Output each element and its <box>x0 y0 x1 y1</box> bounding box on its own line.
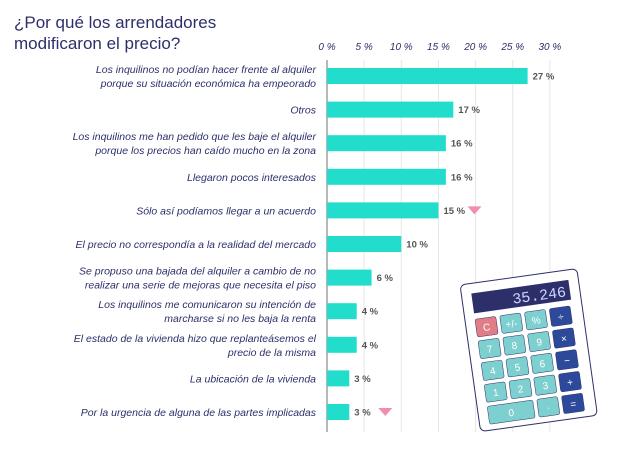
bar <box>327 336 357 353</box>
bar <box>327 68 528 84</box>
tick-label: 15 % <box>427 42 450 53</box>
category-label: Se propuso una bajada del alquiler a cam… <box>79 266 316 278</box>
bar <box>327 269 372 286</box>
bar <box>327 404 350 420</box>
value-label: 6 % <box>377 273 394 284</box>
tick-label: 10 % <box>390 42 413 53</box>
svg-text:+: + <box>567 377 574 389</box>
tick-label: 0 % <box>318 42 335 53</box>
value-label: 15 % <box>443 206 465 217</box>
bar <box>327 370 350 387</box>
category-label: porque los precios han caído mucho en la… <box>94 145 316 157</box>
category-label: El estado de la vivienda hizo que replan… <box>74 333 317 345</box>
category-label: Los inquilinos me comunicaron su intenci… <box>98 299 316 311</box>
svg-text:8: 8 <box>511 341 518 353</box>
value-label: 16 % <box>451 172 473 183</box>
svg-text:C: C <box>482 322 491 334</box>
svg-text:%: % <box>531 315 541 327</box>
value-label: 3 % <box>354 374 371 385</box>
category-label: Sólo así podíamos llegar a un acuerdo <box>136 205 316 217</box>
value-label: 4 % <box>362 307 379 318</box>
svg-text:9: 9 <box>536 337 543 349</box>
category-label: Los inquilinos no podían hacer frente al… <box>96 64 317 76</box>
value-label: 10 % <box>406 240 428 251</box>
bar <box>327 168 446 185</box>
svg-text:0: 0 <box>508 408 515 420</box>
svg-text:×: × <box>560 334 567 346</box>
category-label: precio de la misma <box>227 347 316 359</box>
svg-text:=: = <box>570 399 577 411</box>
category-label: Los inquilinos me han pedido que les baj… <box>73 131 317 143</box>
svg-text:7: 7 <box>486 344 493 356</box>
bar <box>327 303 357 320</box>
tick-label: 30 % <box>539 42 562 53</box>
tick-label: 20 % <box>463 42 487 53</box>
svg-text:4: 4 <box>489 366 496 378</box>
svg-text:6: 6 <box>539 359 546 371</box>
svg-text:−: − <box>564 355 571 367</box>
bar <box>327 135 446 152</box>
svg-text:+/-: +/- <box>505 318 518 331</box>
value-label: 16 % <box>451 139 473 150</box>
category-label: marcharse si no les baja la renta <box>164 313 316 325</box>
value-label: 17 % <box>458 105 480 116</box>
chart-title: ¿Por qué los arrendadores modificaron el … <box>14 13 217 53</box>
down-triangle-icon <box>378 408 393 416</box>
tick-label: 5 % <box>356 42 373 53</box>
category-label: porque su situación económica ha empeora… <box>100 78 317 90</box>
value-label: 27 % <box>533 72 555 83</box>
category-label: Por la urgencia de alguna de las partes … <box>81 407 317 419</box>
category-label: Llegaron pocos interesados <box>187 172 317 184</box>
category-label: realizar una serie de mejoras que necesi… <box>85 280 316 292</box>
category-label: La ubicación de la vivienda <box>190 373 316 385</box>
svg-text:·: · <box>546 403 551 414</box>
svg-text:5: 5 <box>514 362 521 374</box>
bar <box>327 101 454 118</box>
bar <box>327 202 439 219</box>
svg-text:2: 2 <box>517 384 524 396</box>
svg-text:3: 3 <box>542 381 549 393</box>
category-label: El precio no correspondía a la realidad … <box>76 239 317 251</box>
bar <box>327 236 402 252</box>
tick-label: 25 % <box>500 42 524 53</box>
svg-text:÷: ÷ <box>558 312 565 324</box>
value-label: 4 % <box>362 340 379 351</box>
svg-text:1: 1 <box>492 388 499 400</box>
down-triangle-icon <box>467 206 482 215</box>
value-label: 3 % <box>354 408 371 419</box>
category-label: Otros <box>290 105 316 117</box>
